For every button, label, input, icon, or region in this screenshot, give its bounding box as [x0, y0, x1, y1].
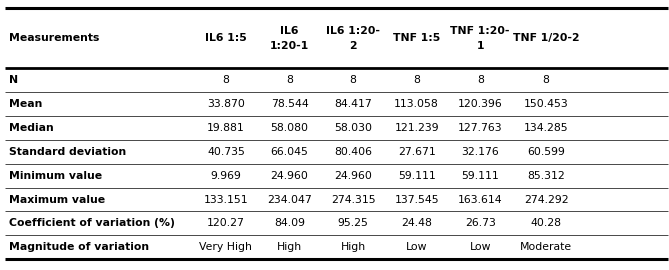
Text: 84.09: 84.09	[274, 218, 305, 228]
Text: 134.285: 134.285	[524, 123, 569, 133]
Text: 274.292: 274.292	[524, 195, 569, 205]
Text: 137.545: 137.545	[394, 195, 439, 205]
Text: 8: 8	[223, 75, 229, 85]
Text: 234.047: 234.047	[267, 195, 312, 205]
Text: Mean: Mean	[9, 99, 42, 109]
Text: 58.030: 58.030	[334, 123, 372, 133]
Text: 274.315: 274.315	[330, 195, 375, 205]
Text: 66.045: 66.045	[270, 147, 308, 157]
Text: 127.763: 127.763	[458, 123, 502, 133]
Text: 1:20-1: 1:20-1	[270, 41, 309, 51]
Text: 27.671: 27.671	[398, 147, 436, 157]
Text: High: High	[341, 242, 366, 252]
Text: 120.396: 120.396	[458, 99, 502, 109]
Text: 33.870: 33.870	[207, 99, 245, 109]
Text: 113.058: 113.058	[394, 99, 439, 109]
Text: 59.111: 59.111	[462, 171, 499, 181]
Text: IL6: IL6	[280, 26, 299, 36]
Text: 8: 8	[350, 75, 357, 85]
Text: Coefficient of variation (%): Coefficient of variation (%)	[9, 218, 175, 228]
Text: IL6 1:20-: IL6 1:20-	[326, 26, 380, 36]
Text: 60.599: 60.599	[527, 147, 565, 157]
Text: 32.176: 32.176	[462, 147, 499, 157]
Text: 59.111: 59.111	[398, 171, 436, 181]
Text: 1: 1	[476, 41, 484, 51]
Text: Magnitude of variation: Magnitude of variation	[9, 242, 149, 252]
Text: 8: 8	[543, 75, 549, 85]
Text: Standard deviation: Standard deviation	[9, 147, 126, 157]
Text: 80.406: 80.406	[334, 147, 372, 157]
Text: High: High	[277, 242, 302, 252]
Text: 8: 8	[413, 75, 420, 85]
Text: Low: Low	[470, 242, 491, 252]
Text: 84.417: 84.417	[334, 99, 372, 109]
Text: TNF 1:5: TNF 1:5	[393, 33, 440, 43]
Text: 40.28: 40.28	[531, 218, 562, 228]
Text: Median: Median	[9, 123, 54, 133]
Text: 121.239: 121.239	[394, 123, 439, 133]
Text: 133.151: 133.151	[203, 195, 248, 205]
Text: Moderate: Moderate	[520, 242, 572, 252]
Text: TNF 1/20-2: TNF 1/20-2	[513, 33, 579, 43]
Text: 8: 8	[286, 75, 293, 85]
Text: 120.27: 120.27	[207, 218, 245, 228]
Text: TNF 1:20-: TNF 1:20-	[450, 26, 510, 36]
Text: Low: Low	[406, 242, 427, 252]
Text: 95.25: 95.25	[338, 218, 369, 228]
Text: 78.544: 78.544	[270, 99, 308, 109]
Text: IL6 1:5: IL6 1:5	[205, 33, 247, 43]
Text: 150.453: 150.453	[524, 99, 569, 109]
Text: N: N	[9, 75, 18, 85]
Text: Maximum value: Maximum value	[9, 195, 105, 205]
Text: 9.969: 9.969	[211, 171, 242, 181]
Text: 85.312: 85.312	[527, 171, 565, 181]
Text: Minimum value: Minimum value	[9, 171, 102, 181]
Text: 26.73: 26.73	[465, 218, 496, 228]
Text: 58.080: 58.080	[270, 123, 308, 133]
Text: Measurements: Measurements	[9, 33, 99, 43]
Text: 163.614: 163.614	[458, 195, 502, 205]
Text: 24.960: 24.960	[270, 171, 308, 181]
Text: Very High: Very High	[199, 242, 252, 252]
Text: 8: 8	[477, 75, 484, 85]
Text: 2: 2	[349, 41, 357, 51]
Text: 40.735: 40.735	[207, 147, 245, 157]
Text: 19.881: 19.881	[207, 123, 245, 133]
Text: 24.48: 24.48	[401, 218, 432, 228]
Text: 24.960: 24.960	[334, 171, 372, 181]
